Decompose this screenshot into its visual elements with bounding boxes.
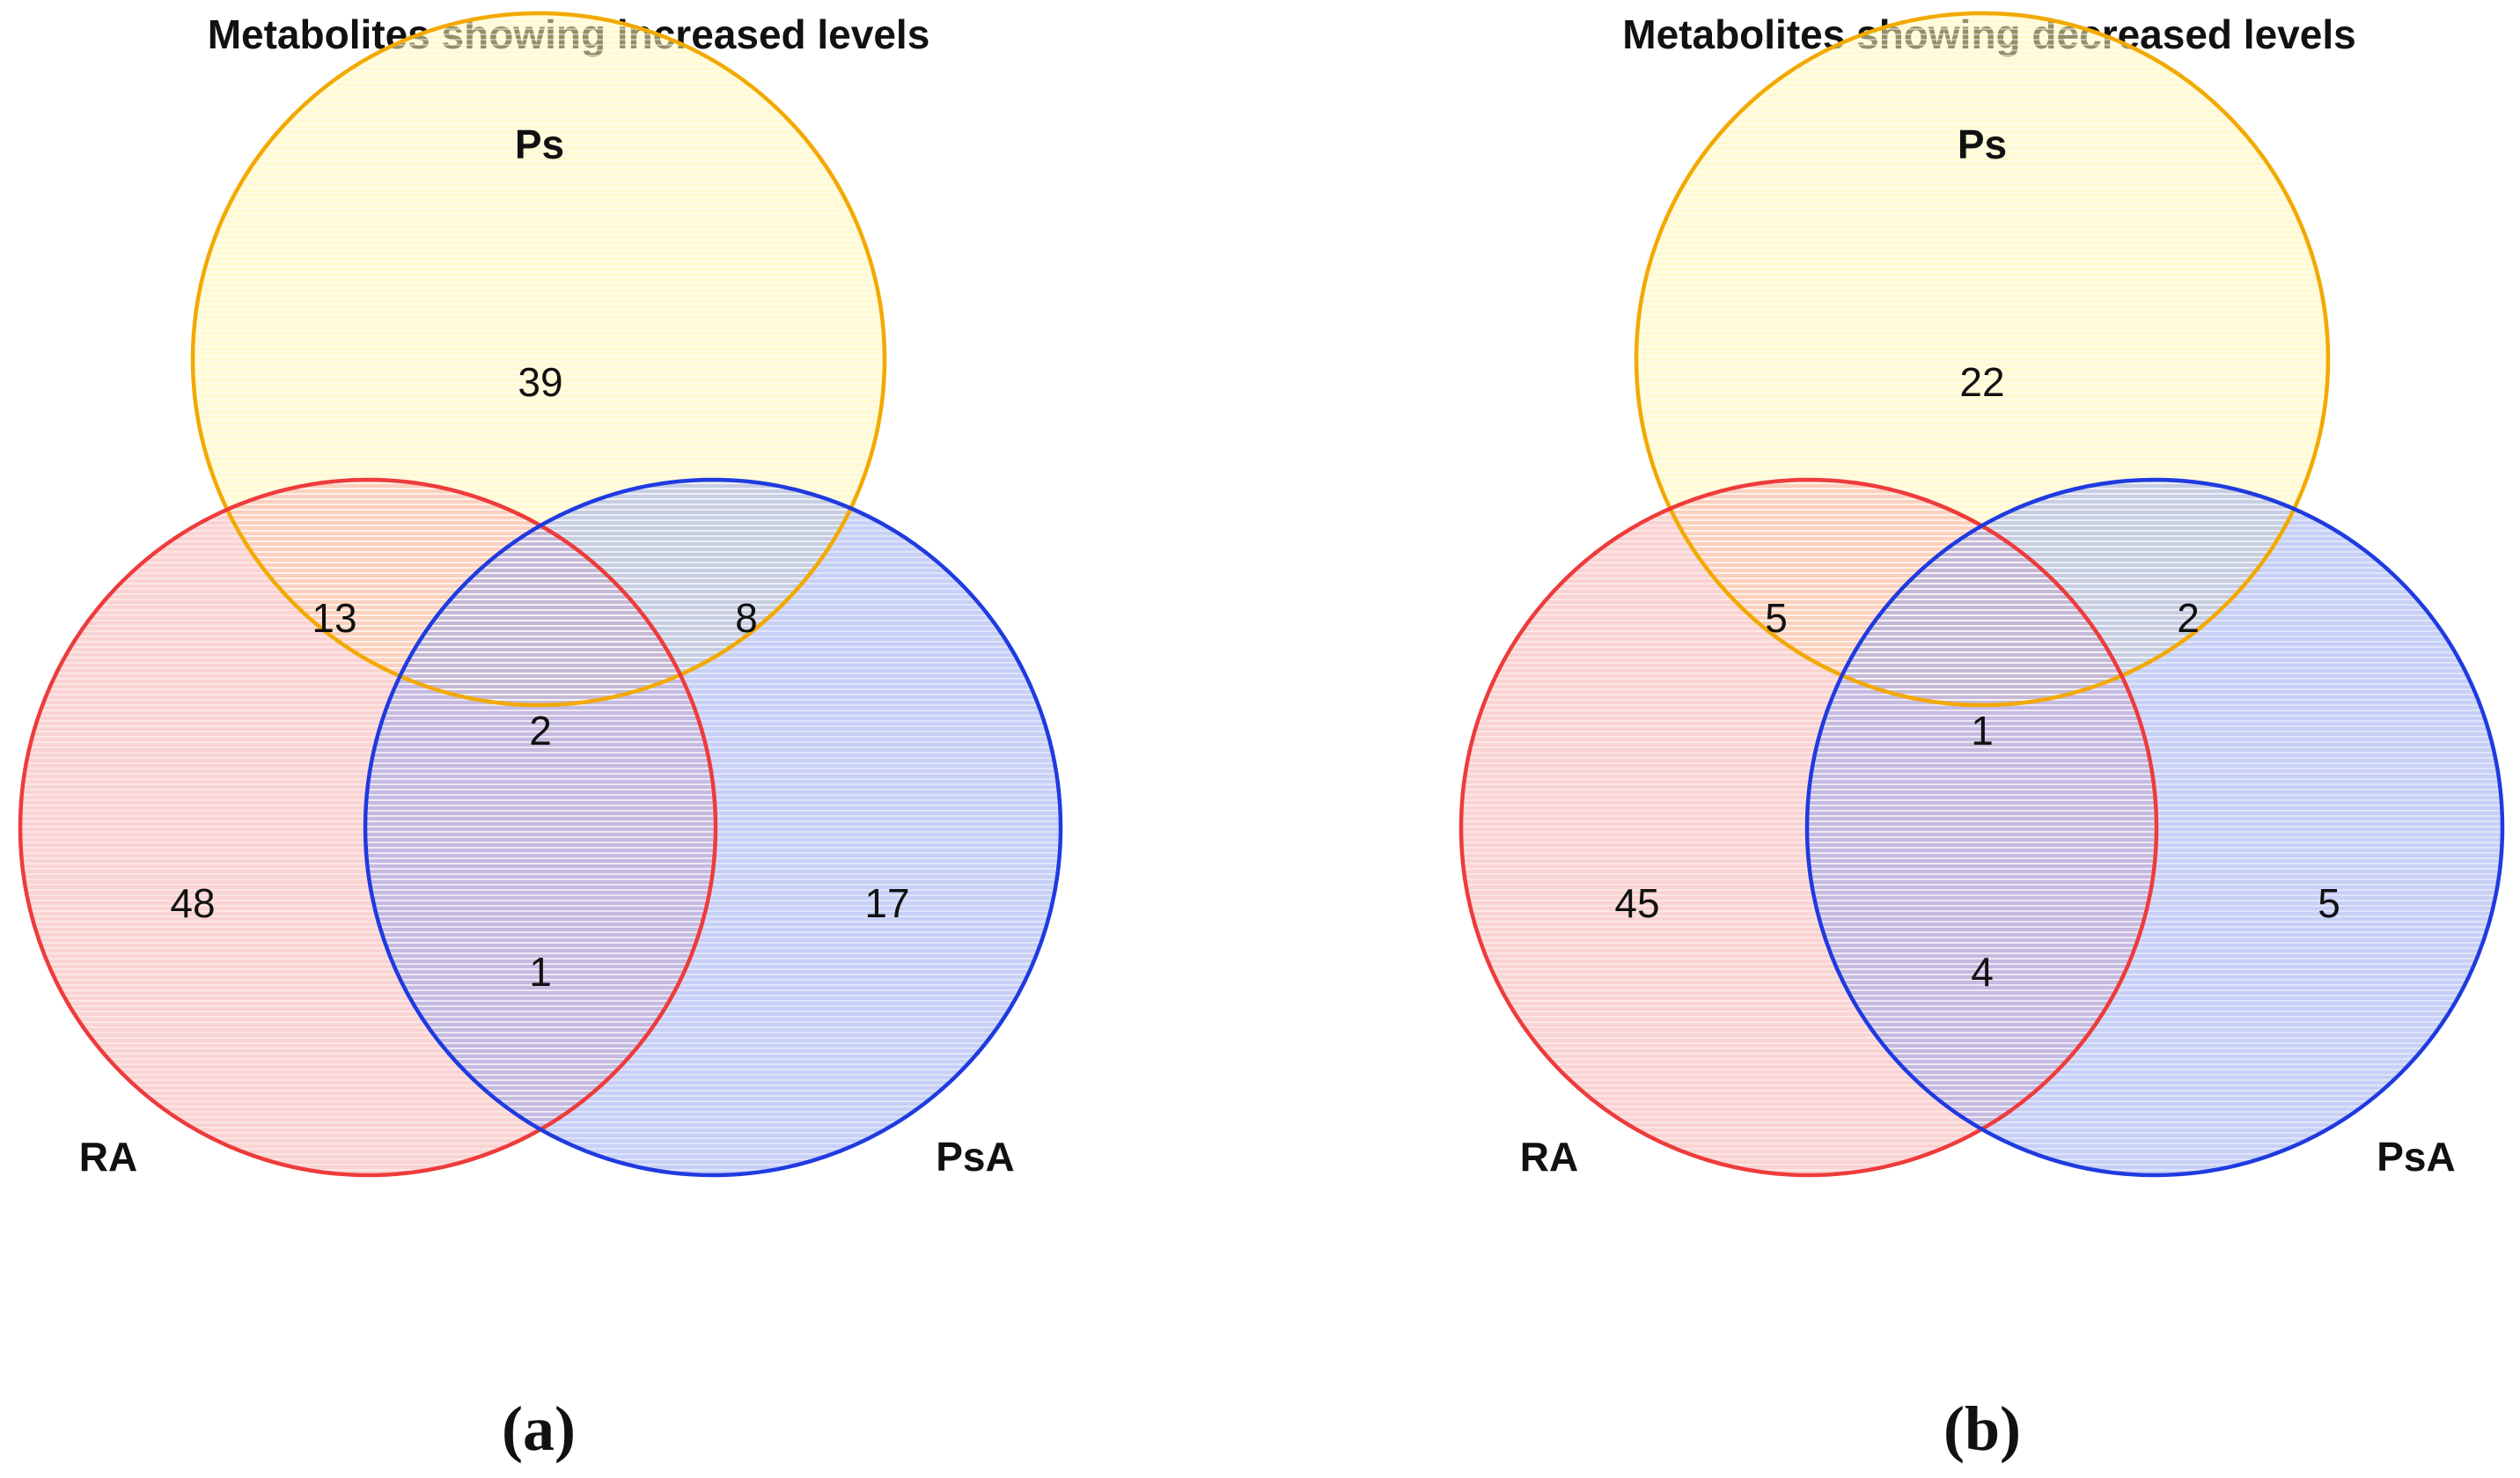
panel-b-ps-circle [1634, 11, 2331, 708]
panel-b-count-ra-psa: 4 [1971, 949, 1994, 995]
panel-a-psa-circle [363, 477, 1063, 1178]
panel-a-count-all: 2 [529, 708, 552, 754]
panel-a-ra-circle [18, 477, 718, 1178]
panel-a-count-ps-psa: 8 [735, 595, 758, 641]
panel-b-ra-label: RA [1520, 1134, 1578, 1180]
panel-a-ra-label: RA [79, 1134, 137, 1180]
panel-a-psa-hatch [365, 480, 1061, 1175]
panel-b-count-ps-psa: 2 [2177, 595, 2200, 641]
venn-panel-a: Metabolites showing increased levels Ps … [18, 11, 1063, 1464]
panel-b-ps-label: Ps [1958, 121, 2007, 167]
panel-b-count-ra-only: 45 [1614, 880, 1659, 926]
panel-a-ps-label: Ps [515, 121, 564, 167]
panel-a-circles [18, 11, 1063, 1178]
panel-b-count-all: 1 [1971, 708, 1994, 754]
panel-b-label: (b) [1943, 1393, 2021, 1464]
panel-b-ra-circle [1458, 477, 2159, 1178]
panel-b-count-ps-only: 22 [1959, 359, 2004, 405]
panel-a-ps-circle [190, 11, 887, 708]
panel-a-psa-label: PsA [936, 1134, 1014, 1180]
panel-b-circles [1458, 11, 2505, 1178]
panel-a-count-ra-only: 48 [170, 880, 215, 926]
panel-b-psa-circle [1804, 477, 2505, 1178]
panel-a-count-ra-ps: 13 [312, 595, 356, 641]
venn-panel-b: Metabolites showing decreased levels Ps … [1458, 11, 2505, 1464]
panel-b-count-ra-ps: 5 [1765, 595, 1788, 641]
panel-a-count-psa-only: 17 [864, 880, 909, 926]
panel-b-count-psa-only: 5 [2318, 880, 2340, 926]
panel-a-label: (a) [502, 1393, 576, 1464]
panel-a-count-ra-psa: 1 [529, 949, 552, 995]
panel-b-psa-label: PsA [2377, 1134, 2455, 1180]
panel-a-count-ps-only: 39 [518, 359, 562, 405]
